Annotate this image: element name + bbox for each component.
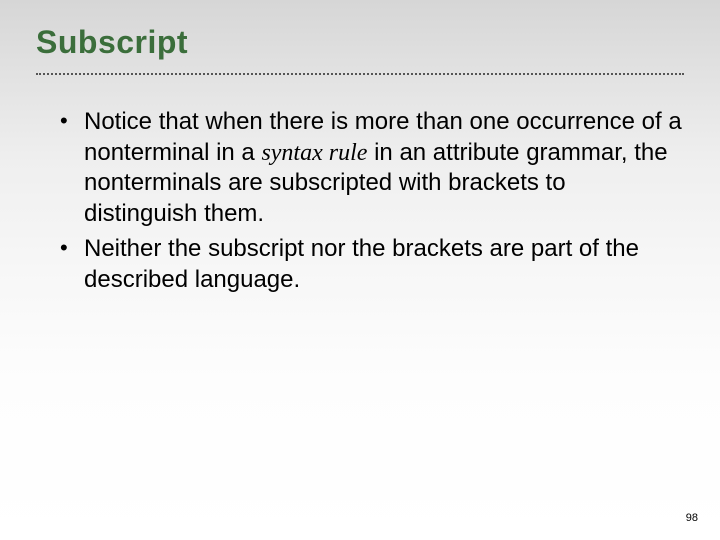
page-number: 98 bbox=[686, 512, 698, 524]
bullet-text-italic: syntax rule bbox=[261, 140, 367, 166]
slide-title: Subscript bbox=[36, 24, 684, 61]
bullet-list: Notice that when there is more than one … bbox=[56, 107, 684, 295]
slide-container: Subscript Notice that when there is more… bbox=[0, 0, 720, 540]
bullet-item: Notice that when there is more than one … bbox=[56, 107, 684, 230]
bullet-item: Neither the subscript nor the brackets a… bbox=[56, 234, 684, 295]
slide-body: Notice that when there is more than one … bbox=[36, 107, 684, 295]
title-divider bbox=[36, 73, 684, 75]
bullet-text: Neither the subscript nor the brackets a… bbox=[84, 235, 639, 293]
